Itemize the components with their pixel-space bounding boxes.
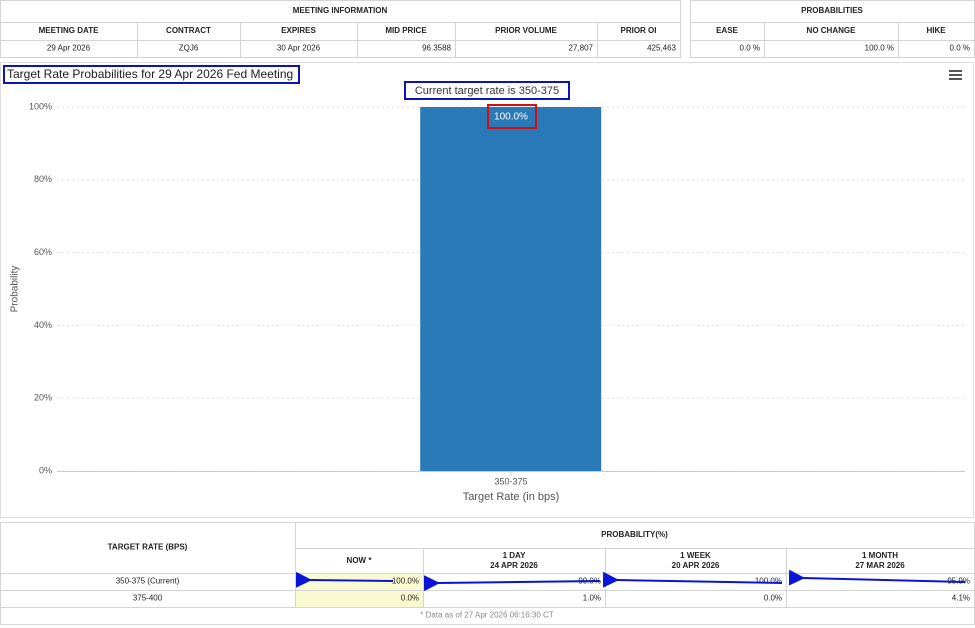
- cell-text: 30 Apr 2026: [277, 44, 321, 53]
- column-header: PRIOR OI: [620, 26, 656, 35]
- cell-text: 425,463: [647, 44, 676, 53]
- table-cell: [597, 40, 681, 58]
- table-cell: [423, 590, 606, 608]
- cell-text: ZQJ6: [179, 44, 199, 53]
- arrow: [295, 571, 394, 588]
- table-cell: [786, 590, 975, 608]
- cell-text: 100.0%: [392, 577, 419, 586]
- cell-text: 0.0 %: [740, 44, 760, 53]
- cell-text: 350-375 (Current): [116, 577, 180, 586]
- table-cell: [786, 548, 975, 574]
- column-date: 24 APR 2026: [490, 561, 538, 570]
- y-tick-label: 20%: [34, 393, 52, 403]
- cell-text: 0.0%: [401, 594, 419, 603]
- cell-text: 29 Apr 2026: [47, 44, 91, 53]
- footnote: * Data as of 27 Apr 2026 06:16:30 CT: [420, 611, 554, 620]
- row-header: TARGET RATE (BPS): [108, 543, 188, 552]
- column-header: 1 DAY: [503, 551, 526, 560]
- column-header: MEETING DATE: [39, 26, 100, 35]
- table-cell: [605, 548, 787, 574]
- table-cell: [295, 548, 424, 574]
- cell-text: 375-400: [133, 594, 163, 603]
- column-header: MID PRICE: [385, 26, 427, 35]
- column-header: EXPIRES: [281, 26, 316, 35]
- bar: [420, 107, 602, 471]
- column-header: NO CHANGE: [807, 26, 857, 35]
- y-tick-label: 60%: [34, 247, 52, 257]
- y-tick-label: 40%: [34, 320, 52, 330]
- column-date: 20 APR 2026: [672, 561, 720, 570]
- chart-title: Target Rate Probabilities for 29 Apr 202…: [7, 67, 293, 81]
- highlight-box: [487, 104, 537, 129]
- table-title: PROBABILITIES: [801, 6, 863, 15]
- table-cell: [0, 522, 296, 574]
- column-header: 1 MONTH: [862, 551, 898, 560]
- column-header: CONTRACT: [166, 26, 211, 35]
- column-header: PRIOR VOLUME: [495, 26, 557, 35]
- cell-text: 27,807: [569, 44, 594, 53]
- title-box: [3, 65, 300, 84]
- column-date: 27 MAR 2026: [855, 561, 905, 570]
- arrow: [602, 571, 783, 588]
- annotations: [295, 104, 966, 592]
- chart-subtitle: Current target rate is 350-375: [415, 85, 559, 97]
- cell-text: 100.0 %: [865, 44, 894, 53]
- cell-text: 100.0%: [755, 577, 782, 586]
- table-title: MEETING INFORMATION: [293, 6, 388, 15]
- cell-text: 96.3588: [422, 44, 451, 53]
- x-axis-title: Target Rate (in bps): [463, 491, 560, 503]
- x-tick-label: 350-375: [494, 476, 527, 486]
- arrow: [423, 575, 601, 592]
- y-tick-label: 100%: [29, 101, 52, 111]
- y-tick-label: 0%: [39, 465, 52, 475]
- cell-text: 1.0%: [583, 594, 601, 603]
- table-cell: [605, 590, 787, 608]
- y-axis-title: Probability: [10, 266, 21, 313]
- column-header: NOW *: [347, 556, 373, 565]
- group-header: PROBABILITY(%): [601, 530, 668, 539]
- subtitle-box: [404, 81, 570, 100]
- arrow: [788, 569, 966, 586]
- plot: 0% 20% 40% 60% 80% 100% 350-375 100.0%: [29, 101, 965, 486]
- table-cell: [295, 522, 975, 549]
- column-header: EASE: [716, 26, 738, 35]
- column-header: HIKE: [926, 26, 946, 35]
- cell-text: 0.0%: [764, 594, 782, 603]
- menu-icon[interactable]: [949, 70, 962, 80]
- data-label: 100.0%: [494, 112, 528, 123]
- cell-text: 0.0 %: [950, 44, 970, 53]
- y-tick-label: 80%: [34, 174, 52, 184]
- cell-text: 4.1%: [952, 594, 970, 603]
- column-header: 1 WEEK: [680, 551, 711, 560]
